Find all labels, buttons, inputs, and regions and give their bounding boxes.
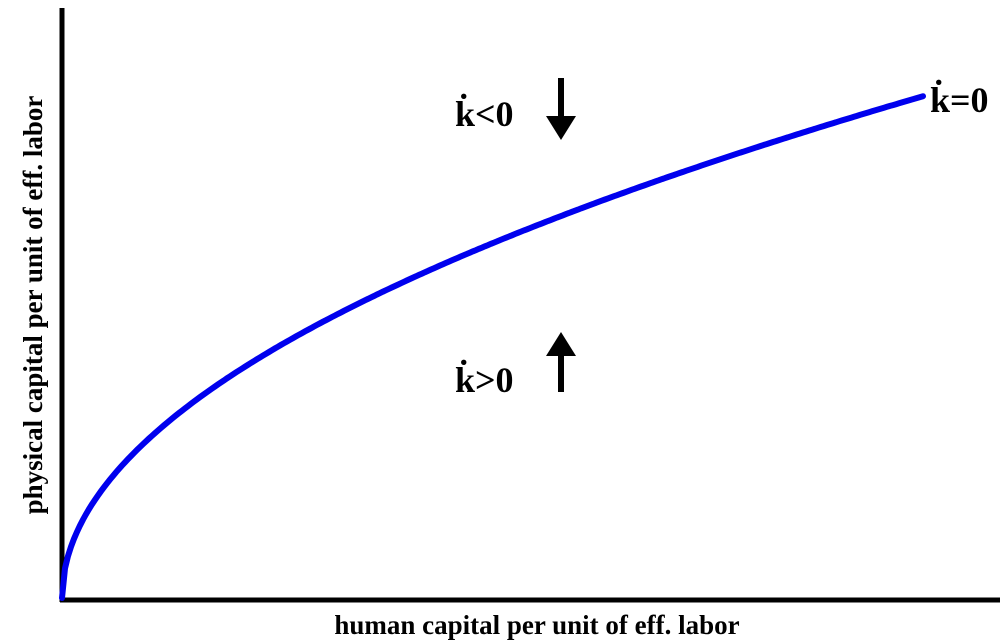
curve-label: k̇=0: [930, 79, 989, 120]
region-label: k̇>0: [455, 359, 514, 400]
up-arrow: [546, 332, 576, 392]
k-dot-zero-curve: [59, 93, 926, 601]
y-axis-label: physical capital per unit of eff. labor: [18, 96, 48, 515]
down-arrow: [546, 78, 576, 140]
x-axis-label: human capital per unit of eff. labor: [334, 610, 739, 640]
region-label: k̇<0: [455, 93, 514, 134]
